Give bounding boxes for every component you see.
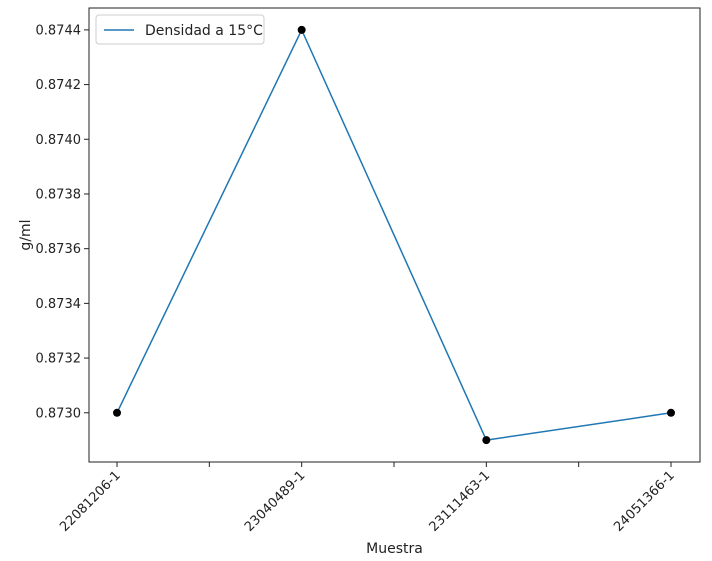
series-layer [113, 25, 675, 445]
y-tick-label: 0.8730 [36, 406, 82, 421]
data-point [297, 25, 306, 34]
legend-box [95, 14, 265, 45]
data-point [667, 408, 675, 417]
x-axis-label: Muestra [366, 541, 423, 557]
legend: Densidad a 15°C [95, 14, 265, 45]
y-tick-label: 0.8742 [36, 78, 82, 93]
y-tick-label: 0.8740 [36, 133, 82, 148]
x-tick-label: 23040489-1 [242, 468, 309, 535]
x-axis-ticks: 22081206-1 23040489-1 23111463-1 24051366-1 [57, 462, 678, 535]
y-tick-label: 0.8736 [36, 242, 82, 257]
legend-label: Densidad a 15°C [145, 23, 263, 39]
x-tick-label: 23111463-1 [427, 468, 494, 535]
data-point [113, 408, 121, 417]
y-tick-label: 0.8732 [36, 352, 82, 367]
y-axis-ticks: 0.8730 0.8732 0.8734 0.8736 0.8738 0.8740 0.87… [36, 23, 89, 421]
y-axis-label: g/ml [18, 219, 34, 250]
x-tick-label: 24051366-1 [611, 468, 678, 535]
x-tick-label: 22081206-1 [57, 468, 124, 535]
y-tick-label: 0.8738 [36, 187, 82, 202]
y-tick-label: 0.8734 [36, 297, 82, 312]
y-tick-label: 0.8744 [36, 23, 82, 38]
data-point [482, 436, 491, 445]
series-line [116, 28, 672, 441]
